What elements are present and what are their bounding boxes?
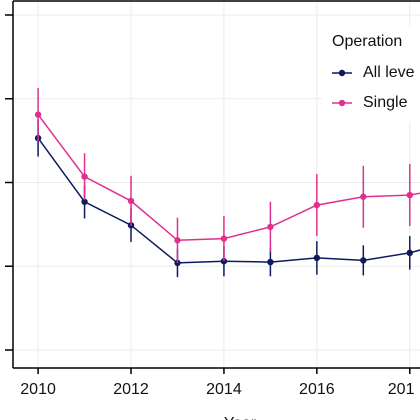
point <box>81 198 88 205</box>
x-tick-label: 2010 <box>20 381 56 398</box>
legend-box <box>322 26 420 122</box>
point <box>34 111 42 118</box>
point <box>220 235 228 242</box>
x-tick-label: 2014 <box>206 381 242 398</box>
point <box>360 193 367 200</box>
point <box>313 254 321 262</box>
legend-title: Operation <box>332 33 402 50</box>
legend-label: All leve <box>363 64 415 81</box>
legend-key <box>338 69 346 77</box>
point <box>313 201 321 209</box>
line <box>37 114 420 242</box>
x-tick-label: 201 <box>388 381 415 398</box>
point <box>360 257 367 264</box>
x-tick-label: 2016 <box>299 381 335 398</box>
point <box>267 223 274 231</box>
point <box>406 249 413 257</box>
x-tick-label: 2012 <box>113 381 149 398</box>
line <box>37 137 420 264</box>
legend-label: Single <box>363 94 408 111</box>
x-axis-label: Year <box>224 415 257 420</box>
point <box>406 191 413 199</box>
legend-key <box>338 99 346 107</box>
point <box>174 237 181 244</box>
point <box>81 173 88 180</box>
point <box>267 258 274 266</box>
point <box>127 197 135 205</box>
